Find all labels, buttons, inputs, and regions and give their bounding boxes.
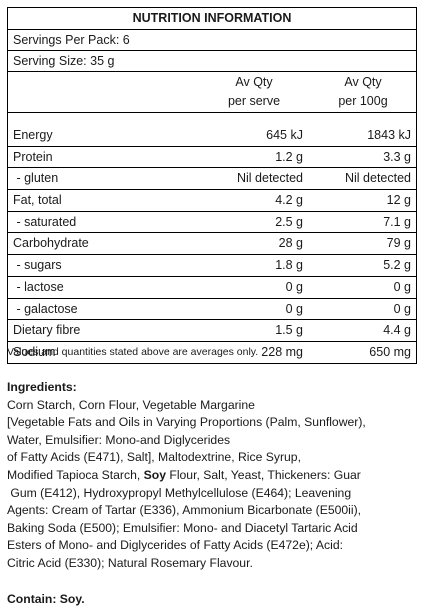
nutrient-name: - gluten	[13, 171, 59, 186]
header-per-100g: Av Qty per 100g	[310, 72, 416, 112]
panel-title: NUTRITION INFORMATION	[8, 8, 416, 30]
per-serve-value: 4.2 g	[275, 193, 303, 208]
nutrient-row: Dietary fibre 1.5 g 4.4 g	[8, 319, 416, 341]
nutrient-row: Energy 645 kJ 1843 kJ	[8, 125, 416, 146]
nutrient-name: Carbohydrate	[13, 236, 89, 251]
nutrient-name: Sodium	[13, 344, 56, 359]
averages-note: Values and quantities stated above are a…	[7, 346, 259, 358]
per-100g-value: 4.4 g	[383, 323, 411, 338]
nutrient-row: - gluten Nil detected Nil detected	[8, 167, 416, 189]
ingredients-line: of Fatty Acids (E471), Salt], Maltodextr…	[7, 450, 301, 465]
per-100g-value: 79 g	[386, 236, 411, 251]
nutrient-name: - sugars	[13, 258, 62, 273]
nutrient-row: - lactose 0 g 0 g	[8, 275, 416, 298]
ingredients-line: Water, Emulsifier: Mono-and Diglycerides	[7, 432, 231, 447]
ingredients-line: [Vegetable Fats and Oils in Varying Prop…	[7, 415, 366, 430]
per-100g-value: Nil detected	[344, 171, 411, 186]
per-100g-value: 0 g	[393, 301, 411, 316]
nutrient-row: Fat, total 4.2 g 12 g	[8, 189, 416, 211]
nutrient-row: - sugars 1.8 g 5.2 g	[8, 254, 416, 276]
ingredients-text: Modified Tapioca Starch,	[7, 467, 144, 482]
nutrient-row: - saturated 2.5 g 7.1 g	[8, 210, 416, 233]
per-serve-value: 1.2 g	[275, 149, 303, 164]
per-serve-value: 0 g	[285, 279, 303, 294]
servings-per-pack: Servings Per Pack: 6	[8, 30, 416, 51]
per-serve-value: 0 g	[285, 301, 303, 316]
per-serve-value: 28 g	[278, 236, 303, 251]
header-per-serve-line1: Av Qty	[235, 75, 273, 89]
per-100g-value: 7.1 g	[383, 214, 411, 229]
nutrient-name: - galactose	[13, 301, 78, 316]
per-100g-value: 1843 kJ	[367, 128, 411, 142]
per-100g-value: 3.3 g	[383, 149, 411, 164]
table-spacer	[8, 113, 416, 125]
ingredients-line: Agents: Cream of Tartar (E336), Ammonium…	[7, 503, 362, 518]
nutrition-panel: NUTRITION INFORMATION Servings Per Pack:…	[7, 7, 417, 364]
header-blank	[8, 72, 198, 112]
per-100g-value: 12 g	[386, 193, 411, 208]
allergen-statement: Contain: Soy.	[7, 592, 85, 606]
nutrient-row: Sodium 228 mg 650 mg	[8, 340, 416, 363]
ingredients-line: Gum (E412), Hydroxypropyl Methylcellulos…	[7, 485, 352, 500]
per-serve-value: 1.5 g	[275, 323, 303, 338]
per-serve-value: 645 kJ	[266, 128, 303, 142]
nutrient-name: Dietary fibre	[13, 323, 81, 338]
header-per-serve: Av Qty per serve	[198, 72, 310, 112]
nutrient-rows: Energy 645 kJ 1843 kJ Protein 1.2 g 3.3 g - g…	[8, 125, 416, 363]
column-headers: Av Qty per serve Av Qty per 100g	[8, 72, 416, 113]
ingredients-line: Modified Tapioca Starch, Soy Flour, Salt…	[7, 467, 417, 485]
nutrient-name: Energy	[13, 128, 53, 142]
nutrient-row: Protein 1.2 g 3.3 g	[8, 145, 416, 168]
header-per-serve-line2: per serve	[227, 94, 281, 108]
ingredients-line: Baking Soda (E500); Emulsifier: Mono- an…	[7, 520, 358, 535]
per-100g-value: 5.2 g	[383, 258, 411, 273]
serving-size: Serving Size: 35 g	[8, 51, 416, 72]
nutrient-name: Fat, total	[13, 193, 62, 208]
per-serve-value: Nil detected	[236, 171, 303, 186]
nutrient-row: Carbohydrate 28 g 79 g	[8, 232, 416, 254]
per-100g-value: 0 g	[393, 279, 411, 294]
per-100g-value: 650 mg	[369, 344, 411, 359]
ingredients-line: Esters of Mono- and Diglycerides of Fatt…	[7, 538, 343, 553]
nutrient-name: Protein	[13, 149, 53, 164]
allergen-soy: Soy	[143, 467, 166, 482]
header-per-100g-line1: Av Qty	[344, 75, 382, 89]
header-per-100g-line2: per 100g	[338, 94, 388, 108]
per-serve-value: 1.8 g	[275, 258, 303, 273]
nutrient-row: - galactose 0 g 0 g	[8, 297, 416, 320]
ingredients-line: Corn Starch, Corn Flour, Vegetable Marga…	[7, 397, 255, 412]
nutrient-name: - lactose	[13, 279, 64, 294]
ingredients-block: Ingredients: Corn Starch, Corn Flour, Ve…	[7, 379, 417, 573]
ingredients-text: Flour, Salt, Yeast, Thickeners: Guar	[165, 467, 361, 482]
ingredients-heading: Ingredients:	[7, 380, 77, 394]
ingredients-line: Citric Acid (E330); Natural Rosemary Fla…	[7, 555, 253, 570]
per-serve-value: 2.5 g	[275, 214, 303, 229]
per-serve-value: 228 mg	[261, 344, 303, 359]
nutrient-name: - saturated	[13, 214, 77, 229]
